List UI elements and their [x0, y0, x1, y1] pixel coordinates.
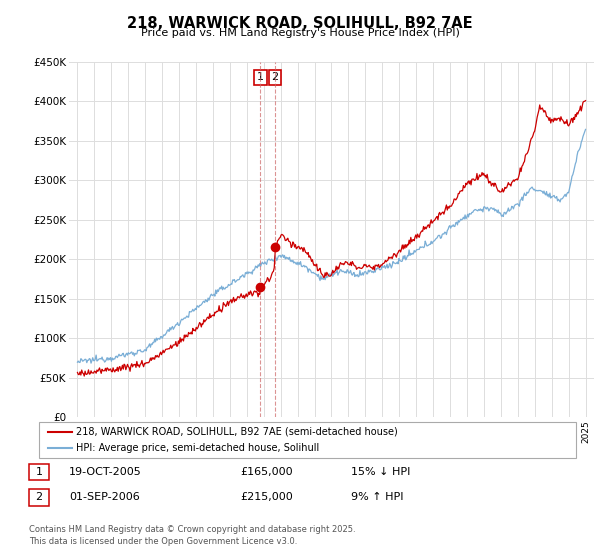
Text: 15% ↓ HPI: 15% ↓ HPI [351, 466, 410, 477]
Text: 218, WARWICK ROAD, SOLIHULL, B92 7AE: 218, WARWICK ROAD, SOLIHULL, B92 7AE [127, 16, 473, 31]
Text: Price paid vs. HM Land Registry's House Price Index (HPI): Price paid vs. HM Land Registry's House … [140, 28, 460, 38]
Text: 218, WARWICK ROAD, SOLIHULL, B92 7AE (semi-detached house): 218, WARWICK ROAD, SOLIHULL, B92 7AE (se… [76, 427, 398, 436]
Text: HPI: Average price, semi-detached house, Solihull: HPI: Average price, semi-detached house,… [76, 444, 319, 453]
Text: 01-SEP-2006: 01-SEP-2006 [69, 492, 140, 502]
Text: £215,000: £215,000 [240, 492, 293, 502]
Text: Contains HM Land Registry data © Crown copyright and database right 2025.
This d: Contains HM Land Registry data © Crown c… [29, 525, 355, 546]
Text: 1: 1 [257, 72, 264, 82]
Text: 19-OCT-2005: 19-OCT-2005 [69, 466, 142, 477]
Text: 2: 2 [272, 72, 278, 82]
Text: 1: 1 [35, 466, 43, 477]
Text: 2: 2 [35, 492, 43, 502]
Text: 9% ↑ HPI: 9% ↑ HPI [351, 492, 404, 502]
Text: £165,000: £165,000 [240, 466, 293, 477]
